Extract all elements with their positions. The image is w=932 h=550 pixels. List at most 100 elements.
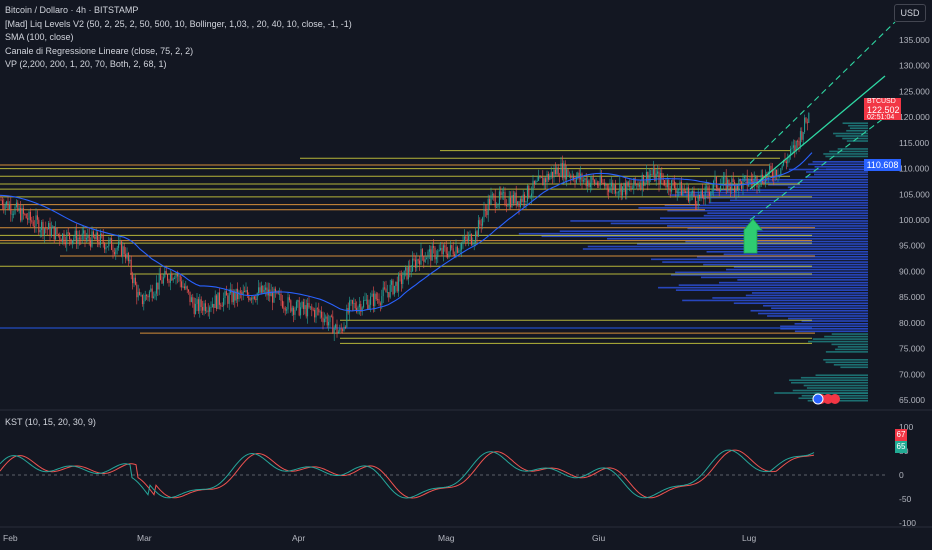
candle-body — [164, 271, 166, 278]
kst-tick-label: -100 — [899, 518, 916, 528]
candle-body — [333, 327, 335, 334]
candle-body — [242, 291, 244, 295]
candle-body — [463, 236, 465, 242]
candle-body — [360, 303, 362, 312]
candle-body — [258, 287, 260, 293]
candle-body — [105, 247, 107, 250]
candle-body — [405, 267, 407, 271]
candle-body — [666, 179, 668, 188]
symbol-title[interactable]: Bitcoin / Dollaro · 4h · BITSTAMP — [5, 5, 139, 15]
candle-body — [335, 324, 337, 328]
candle-body — [281, 300, 283, 308]
volume-profile-bar — [682, 299, 868, 302]
candle-body — [0, 199, 2, 201]
candle-body — [417, 259, 419, 261]
candle-body — [108, 240, 110, 247]
indicator-regression-channel[interactable]: Canale di Regressione Lineare (close, 75… — [5, 45, 194, 56]
candle-body — [792, 145, 794, 148]
kst-signal-badge: 65 — [895, 441, 907, 453]
candle-body — [602, 182, 604, 184]
indicator-volume-profile[interactable]: VP (2,200, 200, 1, 20, 70, Both, 2, 68, … — [5, 59, 167, 69]
price-tick-label: 135.000 — [899, 35, 930, 45]
price-tick-label: 80.000 — [899, 318, 925, 328]
candle-body — [568, 175, 570, 177]
volume-profile-bar — [700, 276, 868, 279]
chart-legend: Bitcoin / Dollaro · 4h · BITSTAMP [Mad] … — [5, 4, 352, 72]
candle-body — [46, 228, 48, 230]
candle-body — [244, 291, 246, 292]
candle-body — [391, 280, 393, 285]
candle-body — [305, 305, 307, 317]
volume-profile-bar — [848, 124, 868, 127]
candle-body — [515, 192, 517, 206]
candle-body — [465, 236, 467, 239]
candle-body — [118, 241, 120, 248]
candle-body — [113, 252, 115, 255]
candle-body — [749, 178, 751, 184]
indicator-liq-levels[interactable]: [Mad] Liq Levels V2 (50, 2, 25, 2, 50, 5… — [5, 18, 352, 29]
candle-body — [587, 180, 589, 187]
candle-body — [799, 131, 801, 146]
candle-body — [403, 270, 405, 280]
candle-body — [582, 179, 584, 182]
candle-body — [353, 303, 355, 304]
candle-body — [687, 187, 689, 202]
candle-body — [720, 185, 722, 192]
candle-body — [493, 194, 495, 196]
volume-profile-bar — [806, 171, 868, 173]
candle-body — [77, 237, 79, 244]
candle-body — [280, 293, 282, 301]
candle-body — [80, 238, 82, 240]
candle-body — [319, 311, 321, 313]
candle-body — [274, 288, 276, 293]
candle-body — [470, 234, 472, 245]
candle-body — [25, 213, 27, 219]
candle-body — [321, 311, 323, 318]
candle-body — [311, 306, 313, 310]
candle-body — [715, 176, 717, 188]
candle-body — [693, 190, 695, 197]
candle-body — [725, 176, 727, 191]
candle-body — [162, 277, 164, 284]
volume-profile-bar — [559, 230, 868, 233]
kst-tick-label: 100 — [899, 422, 913, 432]
candle-body — [451, 245, 453, 249]
volume-profile-bar — [800, 376, 868, 379]
candle-body — [651, 174, 653, 175]
candle-body — [678, 188, 680, 191]
candle-body — [15, 202, 17, 207]
candle-body — [165, 271, 167, 275]
candle-body — [315, 308, 317, 318]
indicator-sma[interactable]: SMA (100, close) — [5, 32, 74, 42]
currency-button[interactable]: USD — [894, 4, 926, 22]
candle-body — [504, 192, 506, 205]
candle-body — [101, 234, 103, 236]
candle-body — [211, 304, 213, 308]
candle-body — [73, 238, 75, 241]
candle-body — [374, 293, 376, 306]
candle-body — [203, 303, 205, 311]
candle-body — [265, 287, 267, 290]
candle-body — [231, 289, 233, 303]
volume-profile-bar — [787, 186, 868, 189]
candle-body — [193, 303, 195, 314]
candle-body — [421, 249, 423, 257]
candle-body — [494, 195, 496, 208]
volume-profile-bar — [801, 320, 868, 322]
candle-body — [395, 281, 397, 286]
candle-body — [479, 220, 481, 225]
candle-body — [560, 163, 562, 177]
kst-legend[interactable]: KST (10, 15, 20, 30, 9) — [5, 417, 96, 427]
candle-body — [496, 207, 498, 208]
candle-body — [332, 316, 334, 334]
candle-body — [592, 177, 594, 180]
candle-body — [648, 174, 650, 183]
candle-body — [220, 304, 222, 307]
candle-body — [745, 175, 747, 177]
candle-body — [301, 301, 303, 308]
candle-body — [55, 227, 57, 240]
volume-profile-bar — [587, 245, 868, 248]
candle-body — [6, 201, 8, 205]
candle-body — [459, 249, 461, 251]
